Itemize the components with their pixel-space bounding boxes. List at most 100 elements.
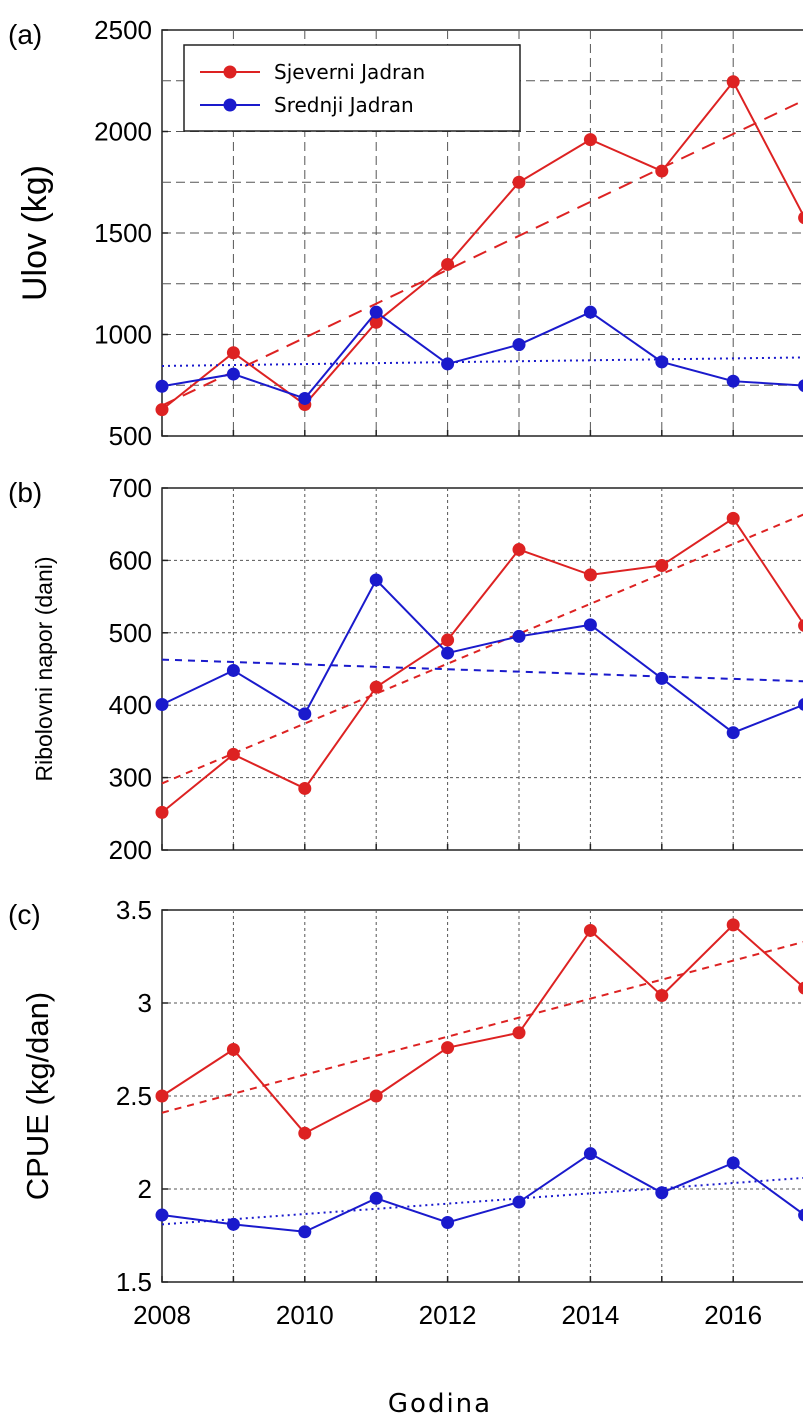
y-tick-label: 1000 xyxy=(94,320,152,350)
data-point-series-1 xyxy=(512,1195,526,1209)
data-point-series-1 xyxy=(798,698,803,711)
data-point-series-1 xyxy=(655,671,669,685)
panel-2 xyxy=(155,909,803,1283)
y-tick-label: 1500 xyxy=(94,218,152,248)
data-point-series-1 xyxy=(726,1156,740,1170)
x-tick-label: 2012 xyxy=(419,1300,477,1330)
data-point-series-0 xyxy=(583,133,597,147)
y-tick-label: 600 xyxy=(109,545,152,575)
data-point-series-1 xyxy=(298,707,312,721)
data-point-series-1 xyxy=(726,374,740,388)
data-point-series-0 xyxy=(798,211,803,225)
x-tick-label: 2014 xyxy=(561,1300,619,1330)
data-point-series-1 xyxy=(726,726,740,740)
plot-area xyxy=(161,487,803,851)
y-tick-label: 3.5 xyxy=(116,895,152,925)
legend-marker-series-1 xyxy=(223,98,237,112)
y-axis-label: Ribolovni napor (dani) xyxy=(31,556,57,781)
y-tick-label: 500 xyxy=(109,421,152,451)
data-point-series-1 xyxy=(226,1217,240,1231)
data-point-series-1 xyxy=(798,1208,803,1222)
data-point-series-1 xyxy=(155,379,169,393)
data-point-series-1 xyxy=(155,1208,169,1222)
trend-line-series-0 xyxy=(161,99,803,407)
series-line-0 xyxy=(161,923,803,1135)
panel-1 xyxy=(155,487,803,851)
data-point-series-0 xyxy=(155,403,169,417)
data-point-series-0 xyxy=(798,619,803,632)
trend-line-series-1 xyxy=(161,356,803,367)
legend-box xyxy=(183,44,521,132)
y-tick-label: 2.5 xyxy=(116,1081,152,1111)
panel-label: (c) xyxy=(8,899,41,930)
trend-line-series-0 xyxy=(161,941,803,1114)
data-point-series-0 xyxy=(298,1126,312,1140)
trend-line-series-1 xyxy=(161,658,803,683)
legend-label-series-0: Sjeverni Jadran xyxy=(274,60,425,84)
y-tick-label: 700 xyxy=(109,473,152,503)
data-point-series-1 xyxy=(583,305,597,319)
series-line-0 xyxy=(161,79,803,411)
data-point-series-0 xyxy=(583,568,597,582)
data-point-series-1 xyxy=(369,305,383,319)
data-point-series-1 xyxy=(298,391,312,405)
y-tick-label: 500 xyxy=(109,618,152,648)
y-tick-label: 300 xyxy=(109,763,152,793)
data-point-series-0 xyxy=(226,1043,240,1056)
x-tick-label: 2008 xyxy=(133,1300,191,1330)
y-tick-label: 1.5 xyxy=(116,1267,152,1297)
data-point-series-1 xyxy=(798,379,803,392)
data-point-series-1 xyxy=(226,663,240,677)
series-line-1 xyxy=(161,1152,803,1233)
y-tick-label: 400 xyxy=(109,690,152,720)
data-point-series-0 xyxy=(155,1089,169,1103)
data-point-series-0 xyxy=(298,781,312,795)
series-line-0 xyxy=(161,517,803,814)
legend: Sjeverni Jadran Srednji Jadran xyxy=(183,44,521,132)
legend-label-series-1: Srednji Jadran xyxy=(274,93,414,117)
y-tick-label: 200 xyxy=(109,835,152,865)
data-point-series-0 xyxy=(726,511,740,525)
data-point-series-0 xyxy=(726,75,740,89)
data-point-series-1 xyxy=(655,355,669,369)
data-point-series-1 xyxy=(441,646,455,660)
data-point-series-0 xyxy=(369,680,383,694)
panel-label: (b) xyxy=(8,477,42,508)
data-point-series-0 xyxy=(512,543,526,557)
series-line-1 xyxy=(161,310,803,400)
y-tick-label: 2 xyxy=(138,1174,152,1204)
data-point-series-0 xyxy=(655,164,669,178)
data-point-series-0 xyxy=(441,633,455,647)
y-axis-label: CPUE (kg/dan) xyxy=(20,992,55,1200)
data-point-series-0 xyxy=(655,558,669,572)
panel-label: (a) xyxy=(8,19,42,50)
y-tick-label: 2500 xyxy=(94,15,152,45)
data-point-series-1 xyxy=(583,1147,597,1161)
data-point-series-1 xyxy=(369,1191,383,1205)
data-point-series-0 xyxy=(369,315,383,329)
data-point-series-1 xyxy=(298,1225,312,1239)
data-point-series-0 xyxy=(512,175,526,189)
y-axis-label: Ulov (kg) xyxy=(16,165,54,301)
data-point-series-0 xyxy=(655,989,669,1003)
data-point-series-0 xyxy=(512,1026,526,1040)
data-point-series-0 xyxy=(226,346,240,360)
data-point-series-0 xyxy=(441,1041,455,1055)
data-point-series-1 xyxy=(226,367,240,381)
data-point-series-1 xyxy=(441,1215,455,1229)
y-tick-label: 3 xyxy=(138,988,152,1018)
data-point-series-0 xyxy=(726,918,740,932)
data-point-series-1 xyxy=(655,1186,669,1200)
x-axis-label: Godina xyxy=(388,1389,492,1419)
x-tick-label: 2016 xyxy=(704,1300,762,1330)
data-point-series-1 xyxy=(155,697,169,711)
series-line-1 xyxy=(161,578,803,734)
data-point-series-0 xyxy=(369,1089,383,1103)
data-point-series-1 xyxy=(512,629,526,643)
legend-marker-series-0 xyxy=(223,65,237,79)
data-point-series-0 xyxy=(798,981,803,995)
y-tick-label: 2000 xyxy=(94,117,152,147)
data-point-series-0 xyxy=(226,747,240,761)
data-point-series-1 xyxy=(583,618,597,632)
